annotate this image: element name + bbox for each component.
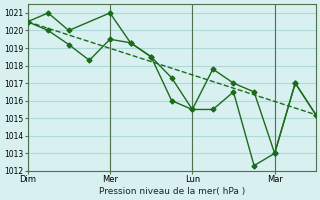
X-axis label: Pression niveau de la mer( hPa ): Pression niveau de la mer( hPa ): [99, 187, 245, 196]
